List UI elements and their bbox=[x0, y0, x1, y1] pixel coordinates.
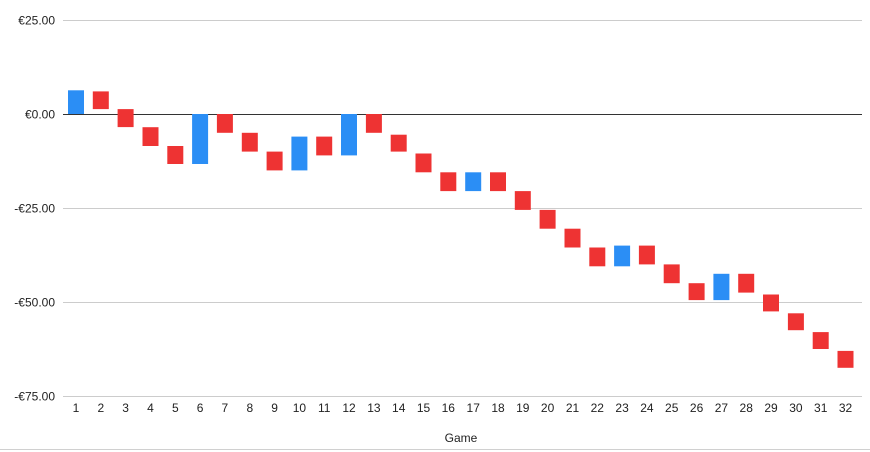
decrease-bar bbox=[539, 209, 556, 229]
y-tick-label: -€25.00 bbox=[14, 202, 55, 216]
decrease-bar bbox=[688, 283, 705, 301]
decrease-bar bbox=[837, 350, 854, 368]
decrease-bar bbox=[415, 153, 432, 173]
x-tick-label: 26 bbox=[690, 401, 704, 415]
x-tick-label: 18 bbox=[491, 401, 505, 415]
x-tick-label: 31 bbox=[814, 401, 828, 415]
x-tick-label: 5 bbox=[172, 401, 179, 415]
increase-bar bbox=[291, 136, 308, 171]
y-tick-label: -€75.00 bbox=[14, 390, 55, 404]
x-tick-label: 19 bbox=[516, 401, 530, 415]
x-tick-label: 27 bbox=[715, 401, 729, 415]
decrease-bar bbox=[490, 172, 506, 192]
decrease-bar bbox=[663, 264, 680, 284]
y-tick-label: €25.00 bbox=[18, 14, 55, 28]
x-tick-label: 32 bbox=[839, 401, 853, 415]
decrease-bar bbox=[787, 313, 804, 331]
increase-bar bbox=[68, 90, 84, 114]
x-tick-label: 13 bbox=[367, 401, 381, 415]
decrease-bar bbox=[316, 136, 333, 156]
x-tick-label: 8 bbox=[246, 401, 253, 415]
decrease-bar bbox=[167, 146, 184, 164]
x-tick-label: 23 bbox=[615, 401, 629, 415]
x-tick-label: 10 bbox=[293, 401, 307, 415]
y-tick-label: €0.00 bbox=[25, 108, 55, 122]
decrease-bar bbox=[390, 134, 407, 152]
x-tick-label: 29 bbox=[764, 401, 778, 415]
x-tick-label: 14 bbox=[392, 401, 406, 415]
x-axis-title: Game bbox=[445, 431, 478, 445]
x-tick-label: 21 bbox=[566, 401, 580, 415]
y-tick-label: -€50.00 bbox=[14, 296, 55, 310]
x-tick-label: 6 bbox=[197, 401, 204, 415]
decrease-bar bbox=[812, 332, 829, 349]
decrease-bar bbox=[589, 247, 606, 267]
bottom-border bbox=[0, 449, 870, 450]
increase-bar bbox=[713, 273, 730, 301]
decrease-bar bbox=[514, 191, 531, 210]
x-tick-label: 11 bbox=[318, 401, 331, 415]
x-tick-label: 28 bbox=[740, 401, 754, 415]
x-tick-label: 12 bbox=[342, 401, 356, 415]
x-tick-label: 20 bbox=[541, 401, 555, 415]
x-tick-label: 3 bbox=[122, 401, 129, 415]
x-tick-label: 1 bbox=[73, 401, 80, 415]
increase-bar bbox=[192, 114, 209, 164]
x-tick-label: 25 bbox=[665, 401, 679, 415]
decrease-bar bbox=[440, 172, 457, 192]
decrease-bar bbox=[266, 151, 283, 171]
x-tick-label: 24 bbox=[640, 401, 654, 415]
x-tick-label: 7 bbox=[222, 401, 229, 415]
increase-bar bbox=[614, 245, 631, 267]
decrease-bar bbox=[117, 109, 134, 128]
x-tick-label: 17 bbox=[467, 401, 481, 415]
decrease-bar bbox=[564, 228, 581, 248]
x-tick-label: 9 bbox=[271, 401, 278, 415]
decrease-bar bbox=[92, 91, 109, 110]
x-tick-label: 2 bbox=[97, 401, 104, 415]
decrease-bar bbox=[142, 127, 159, 146]
increase-bar bbox=[341, 114, 357, 156]
x-tick-label: 30 bbox=[789, 401, 803, 415]
x-tick-label: 16 bbox=[442, 401, 456, 415]
decrease-bar bbox=[738, 273, 755, 293]
decrease-bar bbox=[216, 114, 233, 133]
decrease-bar bbox=[763, 294, 779, 312]
decrease-bar bbox=[638, 245, 655, 265]
x-tick-label: 4 bbox=[147, 401, 154, 415]
x-tick-label: 22 bbox=[591, 401, 605, 415]
decrease-bar bbox=[241, 132, 258, 152]
x-tick-label: 15 bbox=[417, 401, 431, 415]
decrease-bar bbox=[365, 114, 382, 133]
increase-bar bbox=[465, 172, 482, 192]
